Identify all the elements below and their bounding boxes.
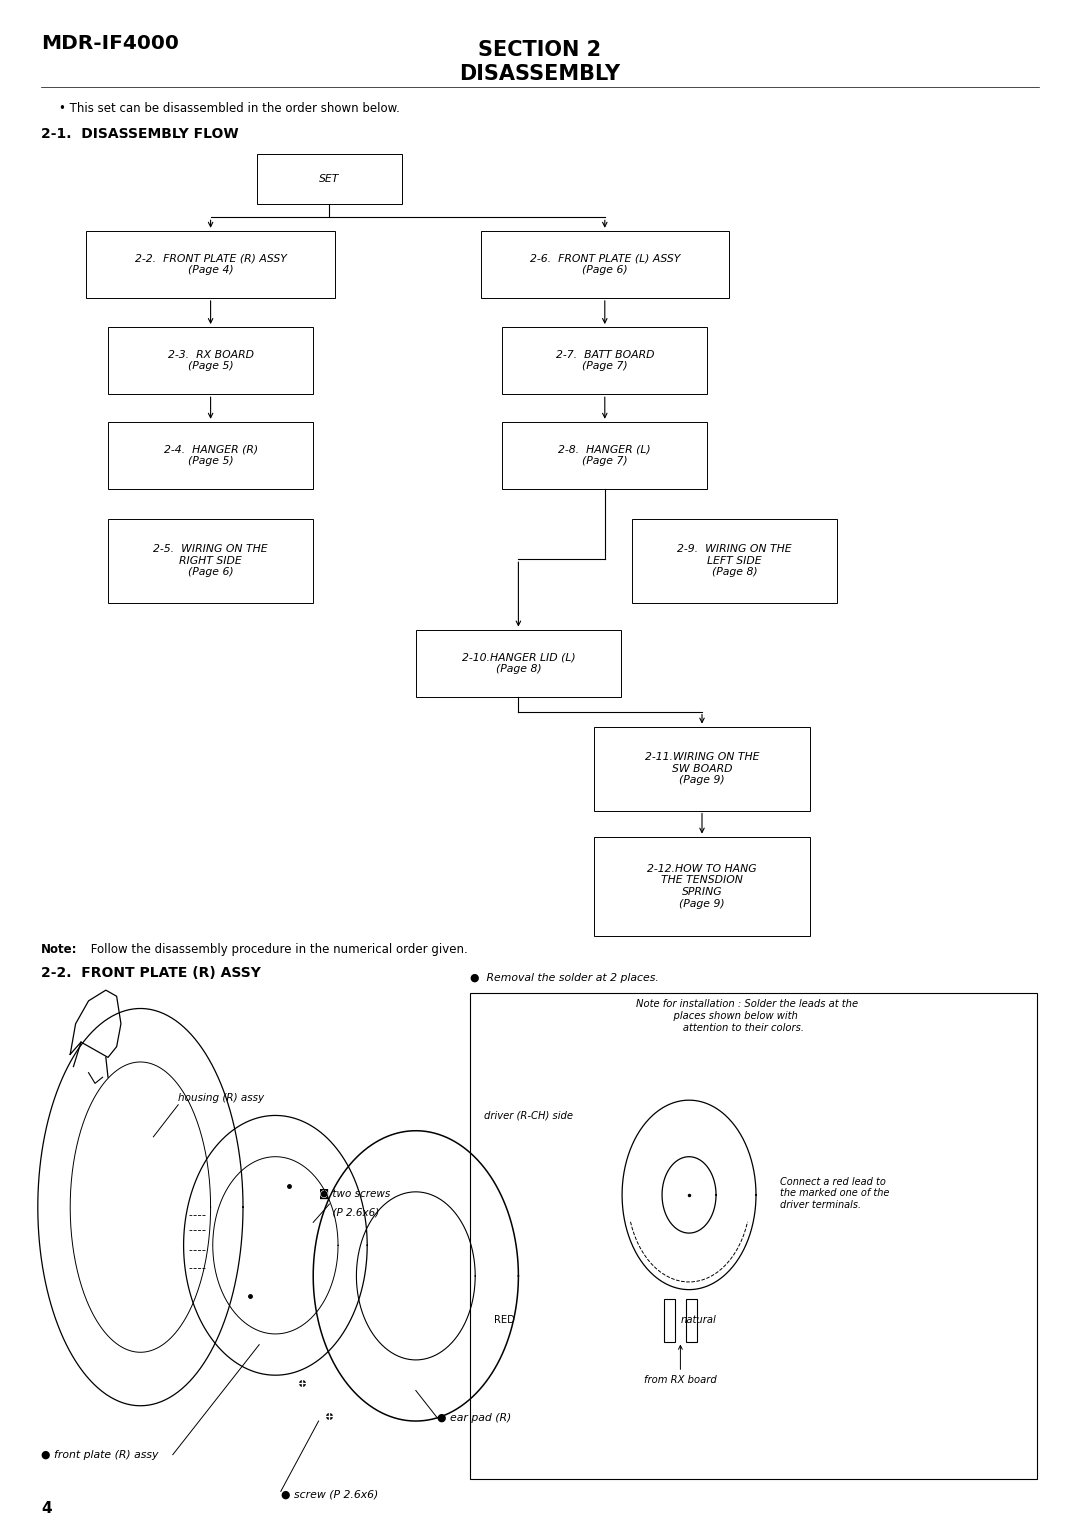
Text: Note for installation : Solder the leads at the
            places shown below w: Note for installation : Solder the leads… xyxy=(636,999,859,1033)
FancyBboxPatch shape xyxy=(664,1299,675,1342)
FancyBboxPatch shape xyxy=(594,727,810,810)
FancyBboxPatch shape xyxy=(481,231,729,298)
FancyBboxPatch shape xyxy=(632,518,837,602)
Text: 2-4.  HANGER (R)
(Page 5): 2-4. HANGER (R) (Page 5) xyxy=(163,445,258,466)
Text: 2-6.  FRONT PLATE (L) ASSY
(Page 6): 2-6. FRONT PLATE (L) ASSY (Page 6) xyxy=(529,254,680,275)
FancyBboxPatch shape xyxy=(257,153,402,203)
FancyBboxPatch shape xyxy=(502,422,707,489)
Text: 2-1.  DISASSEMBLY FLOW: 2-1. DISASSEMBLY FLOW xyxy=(41,127,239,141)
Text: MDR-IF4000: MDR-IF4000 xyxy=(41,34,179,52)
Text: 2-9.  WIRING ON THE
LEFT SIDE
(Page 8): 2-9. WIRING ON THE LEFT SIDE (Page 8) xyxy=(677,544,792,578)
FancyBboxPatch shape xyxy=(108,422,313,489)
Text: from RX board: from RX board xyxy=(644,1375,717,1386)
Text: 2-8.  HANGER (L)
(Page 7): 2-8. HANGER (L) (Page 7) xyxy=(558,445,651,466)
Text: 2-10.HANGER LID (L)
(Page 8): 2-10.HANGER LID (L) (Page 8) xyxy=(461,652,576,674)
Text: 2-5.  WIRING ON THE
RIGHT SIDE
(Page 6): 2-5. WIRING ON THE RIGHT SIDE (Page 6) xyxy=(153,544,268,578)
Text: 2-2.  FRONT PLATE (R) ASSY
(Page 4): 2-2. FRONT PLATE (R) ASSY (Page 4) xyxy=(135,254,286,275)
Text: driver (R-CH) side: driver (R-CH) side xyxy=(484,1111,572,1120)
Text: Note:: Note: xyxy=(41,943,78,957)
FancyBboxPatch shape xyxy=(108,327,313,394)
FancyBboxPatch shape xyxy=(502,327,707,394)
Text: DISASSEMBLY: DISASSEMBLY xyxy=(459,64,621,84)
Text: 2-12.HOW TO HANG
THE TENSDION
SPRING
(Page 9): 2-12.HOW TO HANG THE TENSDION SPRING (Pa… xyxy=(647,863,757,909)
Text: 2-7.  BATT BOARD
(Page 7): 2-7. BATT BOARD (Page 7) xyxy=(555,350,654,371)
Text: ◙ two screws: ◙ two screws xyxy=(319,1189,390,1199)
Text: 2-2.  FRONT PLATE (R) ASSY: 2-2. FRONT PLATE (R) ASSY xyxy=(41,966,261,979)
Text: ● ear pad (R): ● ear pad (R) xyxy=(437,1413,512,1423)
FancyBboxPatch shape xyxy=(416,630,621,697)
Text: ● front plate (R) assy: ● front plate (R) assy xyxy=(41,1450,159,1459)
FancyBboxPatch shape xyxy=(594,837,810,935)
Text: SET: SET xyxy=(320,174,339,183)
Text: ● screw (P 2.6x6): ● screw (P 2.6x6) xyxy=(281,1490,378,1499)
FancyBboxPatch shape xyxy=(470,993,1037,1479)
FancyBboxPatch shape xyxy=(686,1299,697,1342)
FancyBboxPatch shape xyxy=(86,231,335,298)
Text: natural: natural xyxy=(680,1316,716,1325)
Text: Connect a red lead to
the marked one of the
driver terminals.: Connect a red lead to the marked one of … xyxy=(780,1177,889,1210)
Text: 4: 4 xyxy=(41,1500,52,1516)
Text: 2-11.WIRING ON THE
SW BOARD
(Page 9): 2-11.WIRING ON THE SW BOARD (Page 9) xyxy=(645,752,759,785)
Text: RED: RED xyxy=(495,1316,515,1325)
Text: ●  Removal the solder at 2 places.: ● Removal the solder at 2 places. xyxy=(470,972,659,983)
Text: 2-3.  RX BOARD
(Page 5): 2-3. RX BOARD (Page 5) xyxy=(167,350,254,371)
Text: (P 2.6x6): (P 2.6x6) xyxy=(326,1207,379,1218)
Text: Follow the disassembly procedure in the numerical order given.: Follow the disassembly procedure in the … xyxy=(87,943,469,957)
Text: • This set can be disassembled in the order shown below.: • This set can be disassembled in the or… xyxy=(59,102,401,116)
FancyBboxPatch shape xyxy=(108,518,313,602)
Text: SECTION 2: SECTION 2 xyxy=(478,40,602,60)
Text: housing (R) assy: housing (R) assy xyxy=(178,1093,265,1103)
